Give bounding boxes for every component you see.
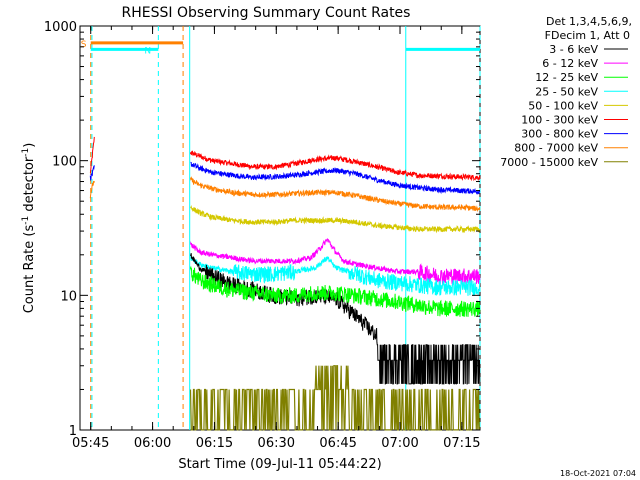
y-tick-label-1: 10 xyxy=(60,289,77,304)
legend-entry-label-5: 100 - 300 keV xyxy=(521,114,598,127)
series-line-3 xyxy=(190,161,481,195)
series-line-4 xyxy=(89,180,95,199)
footer-timestamp: 18-Oct-2021 07:04 xyxy=(560,469,636,478)
series-line-6 xyxy=(190,204,481,234)
y-tick-label-0: 1 xyxy=(69,424,77,439)
legend-header-line-2: FDecim 1, Att 0 xyxy=(545,29,630,42)
legend-entry-label-7: 800 - 7000 keV xyxy=(514,142,598,155)
x-tick-label-1: 06:00 xyxy=(134,436,171,451)
y-axis-label-prefix: Count Rate (s xyxy=(22,225,37,314)
series-line-8 xyxy=(190,255,481,297)
y-axis-label-suffix: ) xyxy=(22,143,37,148)
x-tick-label-3: 06:30 xyxy=(258,436,295,451)
legend-entry-label-0: 3 - 6 keV xyxy=(549,43,598,56)
legend-entry-label-4: 50 - 100 keV xyxy=(528,99,598,112)
legend-entry-label-3: 25 - 50 keV xyxy=(535,85,598,98)
series-line-11 xyxy=(189,365,480,431)
legend-entry-label-1: 6 - 12 keV xyxy=(542,57,598,70)
series-line-5 xyxy=(190,176,481,213)
legend-entry-label-8: 7000 - 15000 keV xyxy=(500,156,598,169)
x-tick-label-6: 07:15 xyxy=(443,436,480,451)
x-tick-label-2: 06:15 xyxy=(196,436,233,451)
y-tick-label-3: 1000 xyxy=(44,20,77,35)
y-axis-label: Count Rate (s-1 detector-1) xyxy=(21,143,37,314)
attenuator-bars: SN xyxy=(81,40,480,56)
series-line-0 xyxy=(89,136,95,174)
x-axis-ticks: 05:45 06:00 06:15 06:30 06:45 07:00 07:15 xyxy=(72,26,481,451)
state-bar-label-0: S xyxy=(81,40,87,50)
legend: Det 1,3,4,5,6,9, FDecim 1, Att 0 3 - 6 k… xyxy=(500,15,632,169)
y-axis-label-sup2: -1 xyxy=(21,148,31,157)
x-tick-label-0: 05:45 xyxy=(72,436,109,451)
y-tick-label-2: 100 xyxy=(52,155,77,170)
legend-entry-label-6: 300 - 800 keV xyxy=(521,128,598,141)
series-line-10 xyxy=(190,266,481,317)
legend-entry-label-2: 12 - 25 keV xyxy=(535,71,598,84)
y-axis-ticks: 1 10 100 1000 xyxy=(44,20,480,439)
state-bar-label-1: N xyxy=(144,46,151,56)
legend-header-line-1: Det 1,3,4,5,6,9, xyxy=(546,15,632,28)
chart-title: RHESSI Observing Summary Count Rates xyxy=(122,5,411,21)
y-axis-label-mid: detector xyxy=(22,156,37,216)
series-line-2 xyxy=(89,165,95,182)
series-line-7 xyxy=(190,238,481,286)
x-tick-label-4: 06:45 xyxy=(319,436,356,451)
x-tick-label-5: 07:00 xyxy=(381,436,418,451)
series-line-1 xyxy=(190,150,481,182)
x-axis-label: Start Time (09-Jul-11 05:44:22) xyxy=(178,457,381,472)
data-series xyxy=(89,136,481,431)
y-axis-label-sup1: -1 xyxy=(21,216,31,225)
